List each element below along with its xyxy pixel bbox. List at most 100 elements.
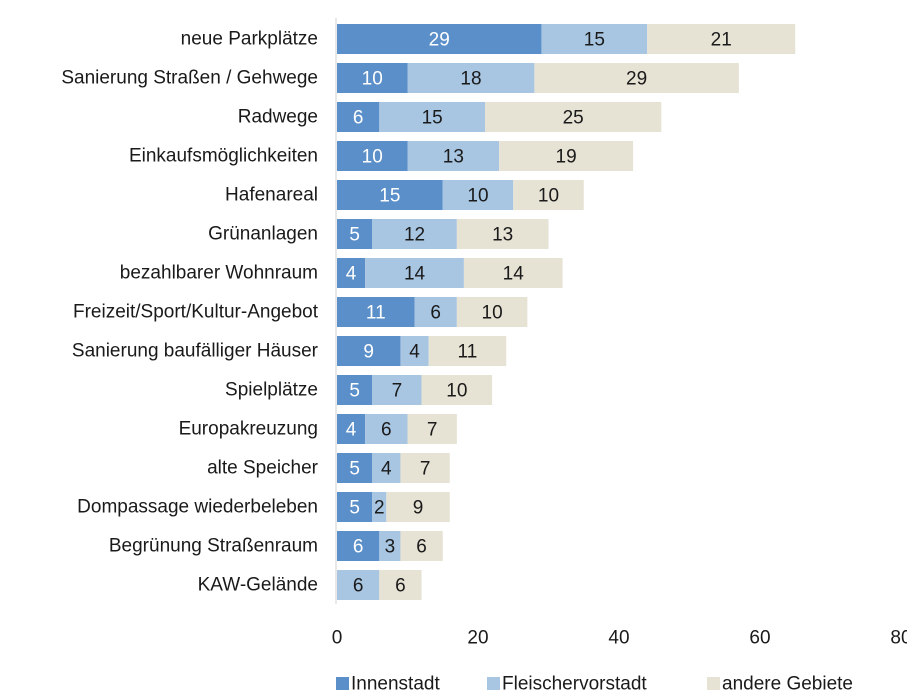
x-tick-label: 0 [332,628,343,649]
bar-innenstadt [337,414,366,444]
category-label: Spielplätze [225,380,318,401]
category-label: Begrünung Straßenraum [109,536,318,557]
category-label: Dompassage wiederbeleben [77,497,318,518]
category-label: Radwege [238,107,318,128]
x-axis-tick-labels: 0 20 40 60 80 [332,628,907,649]
data-label: 11 [366,303,386,324]
data-label: 5 [349,381,360,402]
bar-andere-gebiete [379,570,422,600]
data-label: 15 [584,30,605,51]
legend: Innenstadt Fleischervorstadt andere Gebiet… [336,674,853,693]
legend-swatch-fleischervorstadt [487,677,500,690]
data-label: 4 [346,420,357,441]
data-label: 6 [430,303,441,324]
bar-innenstadt [337,141,408,171]
bar-fleischervorstadt [372,453,401,483]
data-label: 10 [482,303,503,324]
bar-innenstadt [337,336,401,366]
bar-fleischervorstadt [400,336,429,366]
data-label: 13 [492,225,513,246]
data-label: 5 [349,225,360,246]
bar-andere-gebiete [386,492,450,522]
bar-innenstadt [337,258,366,288]
data-label: 15 [379,186,400,207]
data-label: 7 [427,420,438,441]
bar-innenstadt [337,180,443,210]
data-label: 21 [711,30,732,51]
x-tick-label: 60 [749,628,770,649]
data-label: 6 [395,576,406,597]
category-label: Sanierung baufälliger Häuser [72,341,319,362]
data-label: 6 [381,420,392,441]
data-label: 6 [353,108,364,129]
bar-fleischervorstadt [407,141,500,171]
category-label: neue Parkplätze [181,29,318,50]
x-tick-label: 40 [608,628,629,649]
bar-fleischervorstadt [407,63,535,93]
category-label: Grünanlagen [208,224,318,245]
bar-innenstadt [337,297,415,327]
bar-andere-gebiete [400,453,450,483]
data-label: 7 [392,381,403,402]
bar-andere-gebiete [534,63,739,93]
bar-fleischervorstadt [414,297,457,327]
data-label: 29 [626,69,647,90]
data-label: 4 [381,459,392,480]
bar-innenstadt [337,531,380,561]
data-label: 9 [413,498,424,519]
bar-andere-gebiete [456,297,528,327]
category-labels: neue Parkplätze Sanierung Straßen / Gehwe… [61,29,318,596]
x-tick-label: 80 [890,628,907,649]
data-label: 15 [422,108,443,129]
data-label: 6 [353,576,364,597]
data-label: 9 [363,342,374,363]
bar-innenstadt [337,219,373,249]
bar-andere-gebiete [499,141,634,171]
data-label: 29 [429,30,450,51]
legend-label-innenstadt: Innenstadt [351,674,440,693]
category-label: bezahlbarer Wohnraum [120,263,318,284]
data-label: 14 [404,264,426,285]
data-label: 4 [409,342,420,363]
data-label: 3 [385,537,396,558]
bar-andere-gebiete [407,414,457,444]
category-label: Sanierung Straßen / Gehwege [61,68,318,89]
bar-andere-gebiete [647,24,796,54]
bar-innenstadt [337,375,373,405]
bar-andere-gebiete [456,219,549,249]
bar-fleischervorstadt [337,570,380,600]
bar-innenstadt [337,24,542,54]
legend-swatch-innenstadt [336,677,349,690]
data-label: 10 [362,147,383,168]
legend-label-fleischervorstadt: Fleischervorstadt [502,674,647,693]
bar-innenstadt [337,63,408,93]
data-label: 10 [538,186,559,207]
category-label: Hafenareal [225,185,318,206]
category-label: KAW-Gelände [198,575,318,596]
data-label: 6 [353,537,364,558]
data-label: 10 [467,186,488,207]
data-label: 5 [349,498,360,519]
bar-fleischervorstadt [372,492,387,522]
bar-fleischervorstadt [379,531,401,561]
data-label: 6 [416,537,427,558]
category-label: alte Speicher [207,458,319,479]
category-label: Einkaufsmöglichkeiten [129,146,318,167]
bar-fleischervorstadt [372,375,422,405]
category-label: Freizeit/Sport/Kultur-Angebot [73,302,319,323]
bar-andere-gebiete [463,258,563,288]
bar-fleischervorstadt [365,258,464,288]
bar-andere-gebiete [485,102,662,132]
data-label: 5 [349,459,360,480]
data-label: 13 [443,147,464,168]
bar-andere-gebiete [513,180,584,210]
x-tick-label: 20 [467,628,488,649]
bar-fleischervorstadt [541,24,648,54]
bar-andere-gebiete [421,375,493,405]
data-label: 11 [458,342,478,363]
data-label: 25 [563,108,584,129]
bar-fleischervorstadt [372,219,457,249]
category-label: Europakreuzung [179,419,318,440]
